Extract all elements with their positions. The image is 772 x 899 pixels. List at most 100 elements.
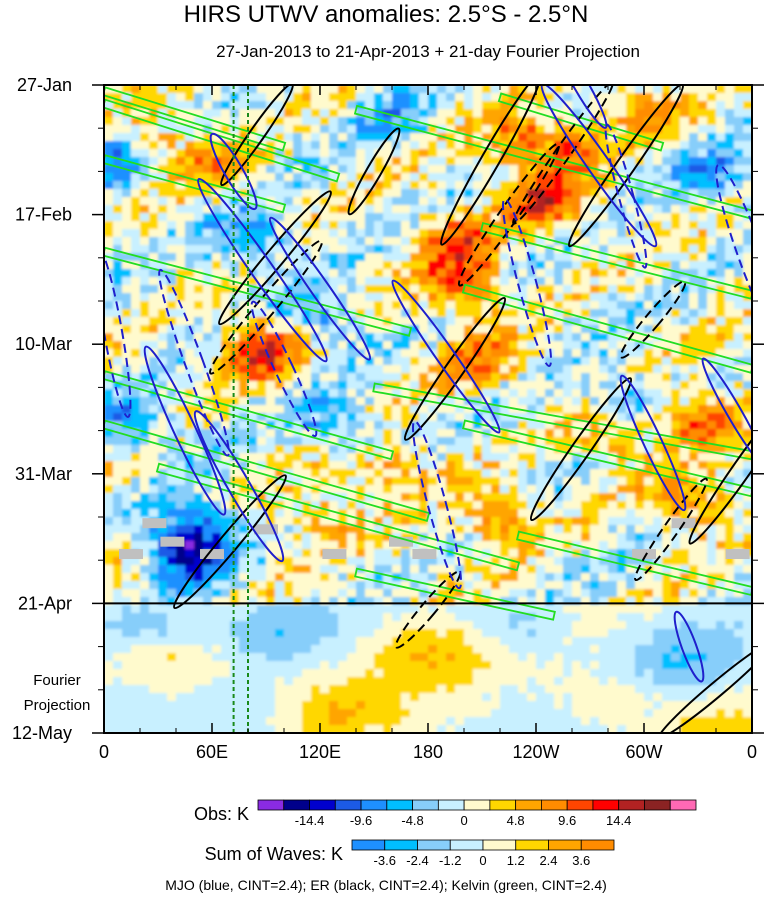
anomaly-cell: [572, 453, 582, 462]
anomaly-cell: [176, 149, 186, 158]
anomaly-cell: [401, 629, 411, 638]
anomaly-cell: [653, 581, 663, 590]
anomaly-cell: [464, 85, 474, 94]
anomaly-cell: [590, 125, 600, 134]
anomaly-cell: [194, 165, 204, 174]
anomaly-cell: [167, 381, 177, 390]
anomaly-cell: [590, 357, 600, 366]
anomaly-cell: [113, 517, 123, 526]
anomaly-cell: [320, 637, 330, 646]
anomaly-cell: [356, 525, 366, 534]
anomaly-cell: [680, 117, 690, 126]
anomaly-cell: [203, 101, 213, 110]
anomaly-cell: [527, 85, 537, 94]
anomaly-cell: [392, 189, 402, 198]
anomaly-cell: [185, 397, 195, 406]
anomaly-cell: [113, 189, 123, 198]
anomaly-cell: [689, 213, 699, 222]
anomaly-cell: [221, 285, 231, 294]
anomaly-cell: [743, 277, 752, 286]
anomaly-cell: [653, 237, 663, 246]
anomaly-cell: [536, 333, 546, 342]
anomaly-cell: [500, 317, 510, 326]
anomaly-cell: [509, 421, 519, 430]
anomaly-cell: [527, 629, 537, 638]
anomaly-cell: [392, 133, 402, 142]
anomaly-cell: [158, 413, 168, 422]
anomaly-cell: [482, 85, 492, 94]
anomaly-cell: [482, 381, 492, 390]
anomaly-cell: [500, 349, 510, 358]
anomaly-cell: [662, 397, 672, 406]
anomaly-cell: [527, 117, 537, 126]
anomaly-cell: [725, 173, 735, 182]
anomaly-cell: [599, 197, 609, 206]
anomaly-cell: [554, 285, 564, 294]
anomaly-cell: [734, 509, 744, 518]
anomaly-cell: [464, 157, 474, 166]
anomaly-cell: [635, 245, 645, 254]
anomaly-cell: [491, 93, 501, 102]
anomaly-cell: [545, 621, 555, 630]
anomaly-cell: [401, 173, 411, 182]
anomaly-cell: [140, 125, 150, 134]
anomaly-cell: [491, 269, 501, 278]
anomaly-cell: [662, 109, 672, 118]
anomaly-cell: [113, 613, 123, 622]
anomaly-cell: [230, 373, 240, 382]
anomaly-cell: [707, 541, 717, 550]
anomaly-cell: [383, 501, 393, 510]
anomaly-cell: [131, 325, 141, 334]
anomaly-cell: [131, 133, 141, 142]
anomaly-cell: [626, 437, 636, 446]
anomaly-cell: [212, 421, 222, 430]
anomaly-cell: [167, 101, 177, 110]
anomaly-cell: [275, 293, 285, 302]
anomaly-cell: [113, 501, 123, 510]
anomaly-cell: [482, 413, 492, 422]
anomaly-cell: [518, 373, 528, 382]
anomaly-cell: [230, 101, 240, 110]
anomaly-cell: [680, 621, 690, 630]
anomaly-cell: [698, 517, 708, 526]
anomaly-cell: [239, 501, 249, 510]
anomaly-cell: [176, 285, 186, 294]
anomaly-cell: [365, 413, 375, 422]
anomaly-cell: [113, 141, 123, 150]
anomaly-cell: [455, 389, 465, 398]
anomaly-cell: [482, 125, 492, 134]
anomaly-cell: [428, 285, 438, 294]
anomaly-cell: [383, 373, 393, 382]
anomaly-cell: [140, 189, 150, 198]
anomaly-cell: [446, 621, 456, 630]
anomaly-cell: [185, 189, 195, 198]
anomaly-cell: [590, 621, 600, 630]
anomaly-cell: [212, 133, 222, 142]
anomaly-cell: [572, 509, 582, 518]
anomaly-cell: [671, 629, 681, 638]
anomaly-cell: [392, 253, 402, 262]
anomaly-cell: [104, 517, 114, 526]
anomaly-cell: [725, 261, 735, 270]
anomaly-cell: [689, 493, 699, 502]
anomaly-cell: [203, 437, 213, 446]
anomaly-cell: [122, 277, 132, 286]
anomaly-cell: [662, 133, 672, 142]
anomaly-cell: [635, 629, 645, 638]
anomaly-cell: [284, 613, 294, 622]
anomaly-cell: [518, 621, 528, 630]
anomaly-cell: [707, 245, 717, 254]
anomaly-cell: [680, 597, 690, 606]
anomaly-cell: [653, 229, 663, 238]
anomaly-cell: [374, 133, 384, 142]
anomaly-cell: [392, 101, 402, 110]
anomaly-cell: [464, 109, 474, 118]
anomaly-cell: [536, 469, 546, 478]
anomaly-cell: [401, 301, 411, 310]
anomaly-cell: [545, 197, 555, 206]
anomaly-cell: [563, 493, 573, 502]
anomaly-cell: [158, 501, 168, 510]
anomaly-cell: [554, 293, 564, 302]
anomaly-cell: [527, 205, 537, 214]
anomaly-cell: [608, 517, 618, 526]
